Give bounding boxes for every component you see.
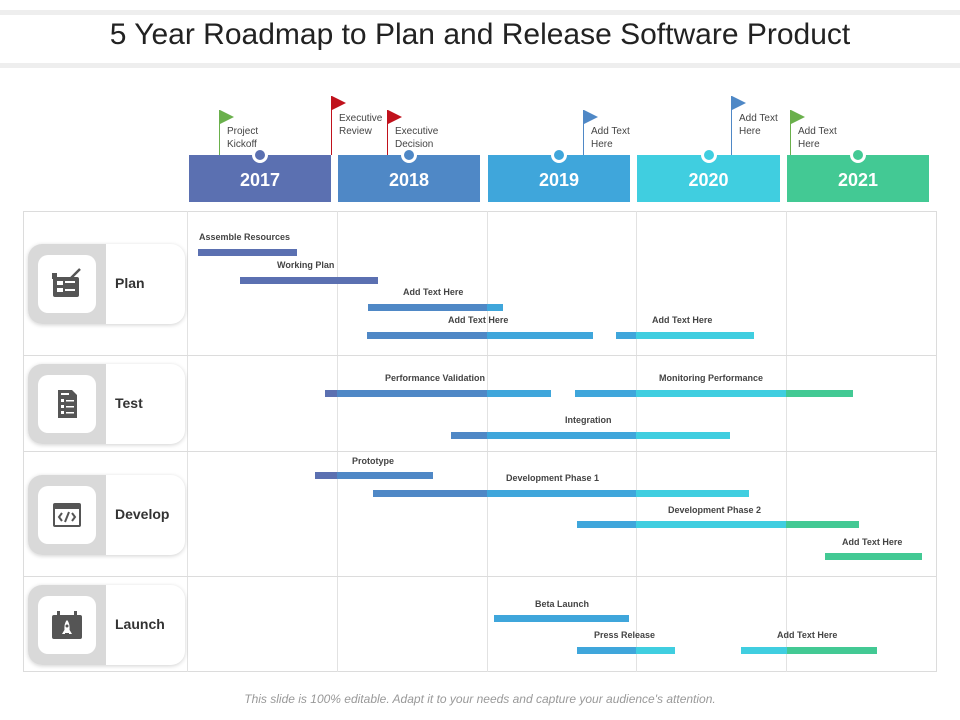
flag-icon: [332, 96, 346, 110]
milestone-label: Add Text Here: [739, 113, 778, 137]
task-label: Development Phase 2: [668, 505, 762, 515]
milestone-label: Add Text Here: [798, 126, 837, 150]
year-dot: [551, 147, 567, 163]
task-bar: [367, 332, 593, 339]
roadmap-grid: [23, 211, 937, 672]
year-box-2021: 2021: [787, 147, 929, 202]
grid-divider: [337, 211, 338, 672]
year-dot: [850, 147, 866, 163]
task-bar: [494, 615, 629, 622]
icon-background: [28, 364, 106, 444]
icon-tile: [38, 375, 96, 433]
grid-divider: [636, 211, 637, 672]
icon-background: [28, 244, 106, 324]
year-label: 2017: [239, 170, 281, 190]
grid-divider: [23, 355, 937, 356]
task-label: Performance Validation: [385, 373, 486, 383]
icon-tile: [38, 596, 96, 654]
task-bar: [315, 472, 433, 479]
task-bar: [368, 304, 503, 311]
milestone-label: Executive Review: [339, 113, 383, 137]
task-bar: [577, 647, 675, 654]
category-test: Test: [28, 364, 185, 444]
category-label: Plan: [115, 275, 145, 291]
task-bar: [240, 277, 378, 284]
flag-icon: [732, 96, 746, 110]
grid-divider: [786, 211, 787, 672]
footer-note: This slide is 100% editable. Adapt it to…: [244, 692, 716, 706]
task-label: Beta Launch: [535, 599, 590, 609]
flag-pole: [731, 96, 732, 155]
milestone-label: Executive Decision: [395, 126, 439, 150]
flag-pole: [583, 110, 584, 155]
category-launch: Launch: [28, 585, 185, 665]
year-box-2017: 2017: [189, 147, 331, 202]
task-label: Press Release: [594, 630, 656, 640]
milestone-label: Project Kickoff: [227, 126, 259, 150]
year-box-2020: 2020: [637, 147, 780, 202]
icon-background: [28, 585, 106, 665]
rocket-calendar-icon: [52, 611, 82, 639]
task-bar: [325, 390, 551, 397]
task-label: Prototype: [352, 456, 395, 466]
icon-tile: [38, 486, 96, 544]
flag-icon: [388, 110, 402, 124]
checklist-document-icon: [58, 390, 77, 418]
task-label: Assemble Resources: [199, 232, 291, 242]
flag-icon: [584, 110, 598, 124]
grid-divider: [187, 211, 188, 672]
task-bar: [577, 521, 859, 528]
flag-pole: [790, 110, 791, 155]
title-band: [0, 10, 960, 68]
grid-divider: [23, 451, 937, 452]
flag-pole: [331, 96, 332, 155]
task-bar: [198, 249, 297, 256]
task-bar: [373, 490, 749, 497]
year-box-2018: 2018: [338, 147, 480, 202]
task-bar: [741, 647, 877, 654]
task-bar: [451, 432, 730, 439]
year-box-2019: 2019: [488, 147, 630, 202]
milestone-label: Add Text Here: [591, 126, 630, 150]
icon-tile: [38, 255, 96, 313]
planning-board-icon: [52, 268, 81, 297]
category-label: Develop: [115, 506, 170, 522]
flag-pole: [219, 110, 220, 155]
task-bar: [616, 332, 754, 339]
code-window-icon: [53, 503, 81, 527]
year-label: 2019: [538, 170, 580, 190]
year-label: 2021: [837, 170, 879, 190]
task-label: Add Text Here: [652, 315, 713, 325]
flag-pole: [387, 110, 388, 155]
category-label: Test: [115, 395, 143, 411]
task-bar: [575, 390, 853, 397]
flag-icon: [791, 110, 805, 124]
category-plan: Plan: [28, 244, 185, 324]
grid-divider: [23, 576, 937, 577]
task-label: Add Text Here: [403, 287, 464, 297]
category-label: Launch: [115, 616, 165, 632]
task-label: Add Text Here: [842, 537, 903, 547]
page-title: 5 Year Roadmap to Plan and Release Softw…: [109, 18, 851, 51]
task-label: Monitoring Performance: [659, 373, 764, 383]
year-label: 2020: [688, 170, 729, 190]
task-label: Add Text Here: [777, 630, 838, 640]
task-label: Working Plan: [277, 260, 335, 270]
year-label: 2018: [388, 170, 430, 190]
year-dot: [401, 147, 417, 163]
task-label: Development Phase 1: [506, 473, 600, 483]
category-develop: Develop: [28, 475, 185, 555]
task-bar: [825, 553, 922, 560]
flag-icon: [220, 110, 234, 124]
icon-background: [28, 475, 106, 555]
task-label: Add Text Here: [448, 315, 509, 325]
task-label: Integration: [565, 415, 612, 425]
year-dot: [700, 147, 717, 163]
year-dot: [252, 147, 268, 163]
grid-divider: [487, 211, 488, 672]
